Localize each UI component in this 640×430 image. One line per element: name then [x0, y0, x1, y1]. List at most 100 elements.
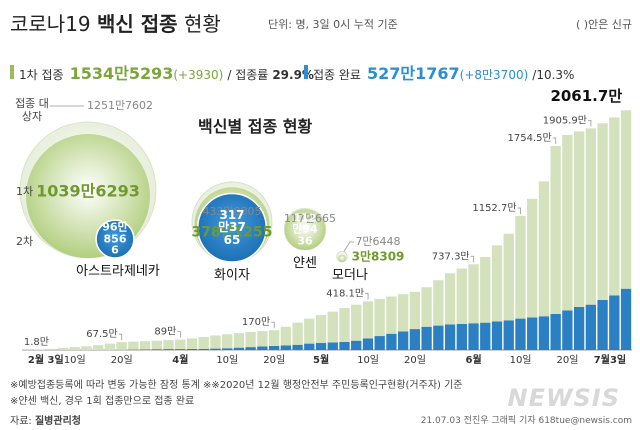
annotation: 1152.7만: [472, 202, 516, 214]
bar: [186, 338, 198, 349]
target-value: 1251만7602: [86, 99, 154, 113]
bar: [515, 318, 526, 350]
bar: [386, 333, 397, 350]
bar: [468, 264, 479, 324]
bar: [175, 339, 186, 350]
bar: [46, 348, 57, 350]
bar: [198, 336, 209, 349]
bar: [304, 343, 315, 350]
bar: [339, 308, 350, 342]
vaccine-name: 모더나: [332, 268, 368, 284]
bar: [444, 273, 456, 325]
bar: [222, 348, 233, 350]
x-tick-label: 2월 3일: [28, 353, 64, 366]
first-value: 1039만6293: [36, 181, 140, 201]
bar: [456, 268, 467, 324]
bar: [397, 331, 409, 350]
legend-marker: [304, 65, 308, 79]
bar: [139, 349, 151, 350]
bar: [257, 346, 268, 350]
bar: [609, 117, 620, 296]
bar: [245, 331, 256, 348]
second-bubble: [197, 192, 267, 263]
title-part: 코로나19: [10, 12, 91, 36]
bar: [421, 326, 432, 350]
bar: [186, 348, 198, 350]
bar: [116, 342, 127, 350]
rate: /10.3%: [532, 68, 575, 82]
annotation: 89만: [154, 326, 176, 338]
x-tick-label: 7월3일: [594, 353, 626, 366]
annotation: 1754.5만: [508, 132, 552, 144]
source-label: 자료:: [10, 416, 32, 427]
x-tick-label: 20일: [263, 354, 285, 366]
x-tick-label: 10일: [510, 354, 532, 366]
bar: [573, 131, 585, 307]
first-value: 3만8309: [351, 249, 405, 264]
bar: [527, 198, 538, 318]
bar: [210, 335, 221, 349]
bar: [491, 245, 503, 322]
bubble-title: 백신별 접종 현황: [198, 117, 313, 136]
annotation-leader: [517, 207, 521, 214]
bar: [386, 296, 397, 334]
bar: [257, 331, 268, 347]
annotation: 1.8만: [24, 336, 49, 348]
bar: [151, 349, 162, 350]
bar: [139, 341, 151, 350]
bar: [163, 340, 174, 350]
bar: [327, 311, 338, 343]
bar: [210, 348, 221, 350]
title: 코로나19 백신 접종 현황: [10, 8, 221, 37]
bar: [151, 340, 162, 350]
footnote: ※예방접종등록에 따라 변동 가능한 잠정 통계 ※※2020년 12월 행정안…: [10, 380, 463, 391]
bar: [351, 340, 362, 350]
bar: [351, 304, 362, 341]
bar: [444, 324, 456, 350]
bar: [304, 318, 315, 344]
bar: [268, 345, 280, 350]
title-part: 백신 접종: [97, 12, 178, 36]
bar: [562, 310, 573, 350]
x-tick-label: 10일: [216, 354, 238, 366]
rate-label: / 접종률: [227, 68, 269, 82]
bar: [280, 345, 292, 350]
bar: [69, 347, 80, 350]
bar: [315, 315, 327, 344]
bar: [468, 323, 479, 350]
bar: [609, 295, 620, 350]
bar: [339, 341, 350, 350]
bar: [573, 306, 585, 350]
bar: [620, 110, 632, 289]
target-value: 7만6448: [355, 235, 401, 249]
annotation: 1905.9만: [543, 114, 587, 126]
bar: [538, 316, 550, 350]
new-count: (+3930): [173, 68, 224, 82]
annotation: 67.5만: [86, 328, 117, 340]
legend-marker: [10, 65, 14, 79]
bar: [34, 349, 45, 350]
annotation: 2061.7만: [550, 87, 622, 105]
annotation: 737.3만: [432, 250, 470, 262]
leader-line: [343, 241, 354, 252]
bar: [585, 304, 597, 350]
annotation: 418.1만: [326, 287, 364, 299]
vaccine-name: 아스트라제네카: [76, 264, 160, 280]
watermark: NEWSIS: [507, 384, 620, 412]
bar: [175, 349, 186, 350]
bar: [104, 343, 116, 350]
x-tick-label: 10일: [64, 354, 86, 366]
annotation: 170만: [242, 316, 270, 328]
legend-label: 1차 접종: [19, 68, 64, 82]
credit: 21.07.03 전진우 그래픽 기자 618tue@newsis.com: [420, 416, 632, 426]
bar: [57, 347, 69, 350]
annotation-leader: [470, 255, 475, 263]
bar: [597, 300, 608, 350]
x-tick-label: 20일: [404, 354, 426, 366]
bar: [409, 291, 421, 330]
x-tick-label: 20일: [557, 354, 579, 366]
new-count: (+8만3700): [459, 68, 529, 82]
legend-label: 접종 완료: [313, 68, 361, 82]
bar: [233, 347, 245, 350]
